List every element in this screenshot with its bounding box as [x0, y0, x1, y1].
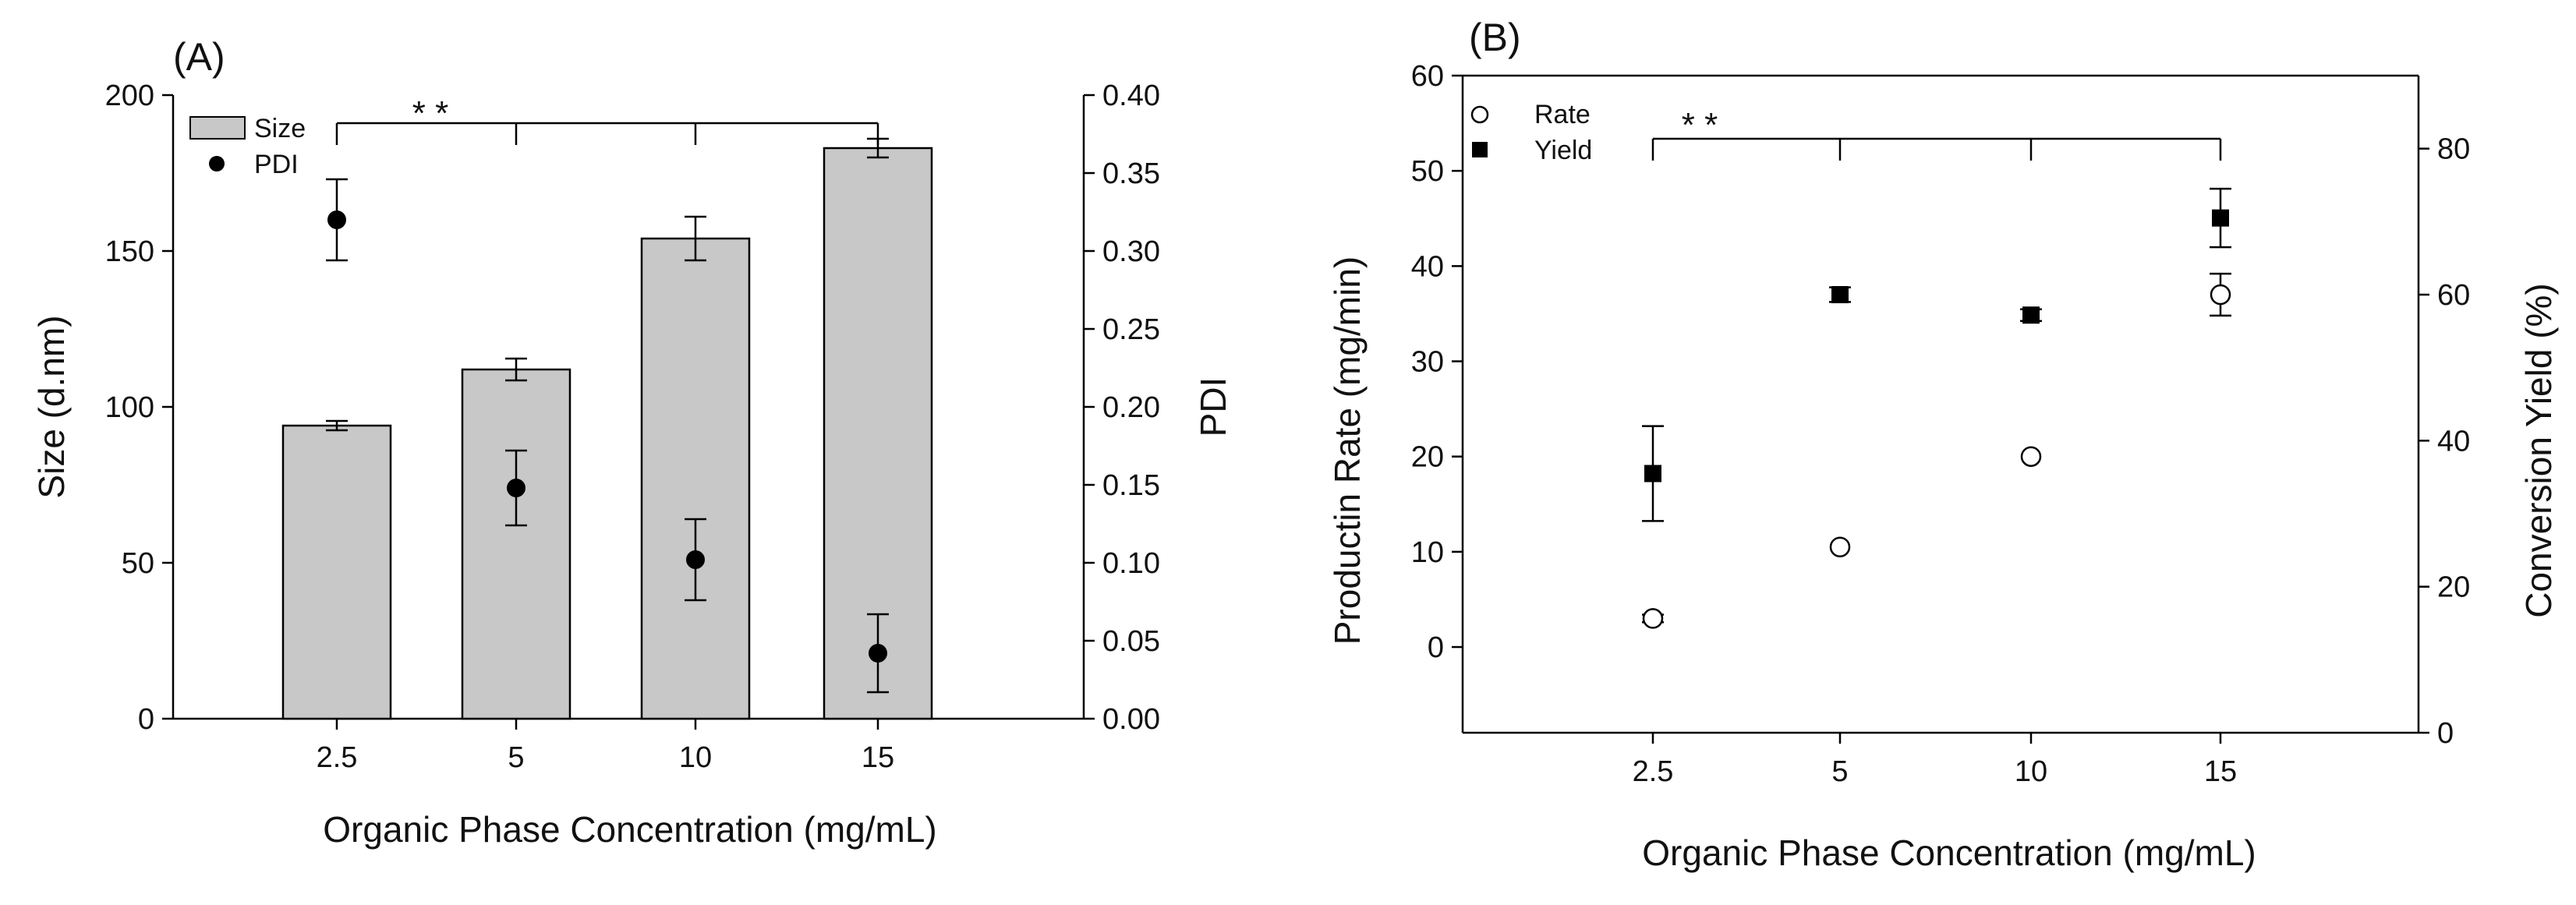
y-tick-label: 50	[122, 547, 154, 580]
y-axis-label: Productin Rate (mg/min)	[1327, 256, 1368, 645]
data-point	[869, 644, 887, 663]
y-tick-label: 200	[105, 80, 154, 112]
data-point	[1644, 465, 1661, 483]
y-tick-label: 150	[105, 235, 154, 268]
legend-label-yield: Yield	[1534, 136, 1592, 165]
x-axis-label: Organic Phase Concentration (mg/mL)	[1642, 833, 2256, 873]
x-tick-label: 10	[2015, 755, 2047, 788]
x-tick-label: 2.5	[1633, 755, 1674, 788]
data-point	[2020, 446, 2042, 467]
legend-label-pdi: PDI	[254, 150, 299, 179]
bar	[281, 424, 392, 720]
legend: Size PDI	[189, 114, 306, 179]
chart-panel-a: (A) Organic Phase Concentration (mg/mL) …	[31, 35, 1233, 850]
y2-tick-label: 0.10	[1102, 547, 1160, 580]
legend: Rate Yield	[1470, 100, 1592, 165]
y2-tick-label: 0.00	[1102, 703, 1160, 736]
bar	[640, 237, 751, 720]
data-point	[327, 210, 346, 229]
y2-tick-label: 0.25	[1102, 313, 1160, 346]
chart-panel-b: (B) Organic Phase Concentration (mg/mL) …	[1327, 16, 2559, 873]
y2-tick-label: 0.05	[1102, 625, 1160, 658]
data-point	[2022, 306, 2040, 324]
x-tick-label: 15	[2204, 755, 2237, 788]
x-tick-label: 2.5	[317, 741, 358, 774]
x-tick-label: 10	[679, 741, 712, 774]
y-tick-label: 20	[1411, 441, 1444, 474]
legend-label-size: Size	[254, 114, 306, 143]
significance-bracket: * *	[335, 94, 879, 145]
series-size	[281, 137, 933, 720]
legend-marker-pdi	[209, 156, 225, 171]
significance-bracket: * *	[1651, 106, 2222, 161]
legend-marker-yield	[1472, 142, 1488, 157]
data-point	[507, 479, 525, 497]
y2-tick-label: 0	[2437, 717, 2454, 750]
series-yield	[1642, 187, 2231, 522]
y-tick-label: 40	[1411, 250, 1444, 283]
y2-tick-label: 0.30	[1102, 235, 1160, 268]
x-axis-label: Organic Phase Concentration (mg/mL)	[323, 809, 936, 850]
y-tick-label: 100	[105, 391, 154, 424]
x-tick-label: 15	[862, 741, 894, 774]
legend-swatch-size	[189, 116, 246, 140]
y-tick-label: 50	[1411, 155, 1444, 188]
y2-tick-label: 60	[2437, 279, 2470, 312]
y2-tick-label: 20	[2437, 571, 2470, 604]
data-point	[1831, 286, 1849, 303]
bar	[461, 368, 571, 720]
y-tick-label: 0	[1428, 631, 1444, 664]
data-point	[2212, 209, 2229, 227]
legend-marker-rate	[1470, 105, 1489, 124]
legend-label-rate: Rate	[1534, 100, 1591, 129]
y2-tick-label: 80	[2437, 133, 2470, 166]
y2-axis-label: Conversion Yield (%)	[2518, 283, 2559, 618]
y-tick-label: 60	[1411, 60, 1444, 93]
y2-axis-label: PDI	[1193, 377, 1233, 437]
x-tick-label: 5	[508, 741, 524, 774]
y2-tick-label: 0.20	[1102, 391, 1160, 424]
y-tick-label: 10	[1411, 536, 1444, 569]
series-pdi	[326, 178, 889, 694]
data-point	[1829, 536, 1851, 558]
axes	[1452, 74, 2429, 744]
y2-tick-label: 0.40	[1102, 80, 1160, 112]
data-point	[686, 550, 705, 569]
x-tick-label: 5	[1831, 755, 1848, 788]
series-rate	[1642, 272, 2231, 629]
y-tick-label: 0	[138, 703, 154, 736]
y2-tick-label: 40	[2437, 425, 2470, 458]
data-point	[1642, 608, 1664, 629]
significance-stars: * *	[412, 94, 448, 133]
panel-label: (B)	[1469, 16, 1521, 59]
data-point	[2210, 284, 2231, 306]
y-axis-label: Size (d.nm)	[31, 315, 72, 498]
y-tick-label: 30	[1411, 346, 1444, 379]
panel-label: (A)	[173, 35, 225, 79]
y2-tick-label: 0.15	[1102, 469, 1160, 502]
y2-tick-label: 0.35	[1102, 157, 1160, 190]
